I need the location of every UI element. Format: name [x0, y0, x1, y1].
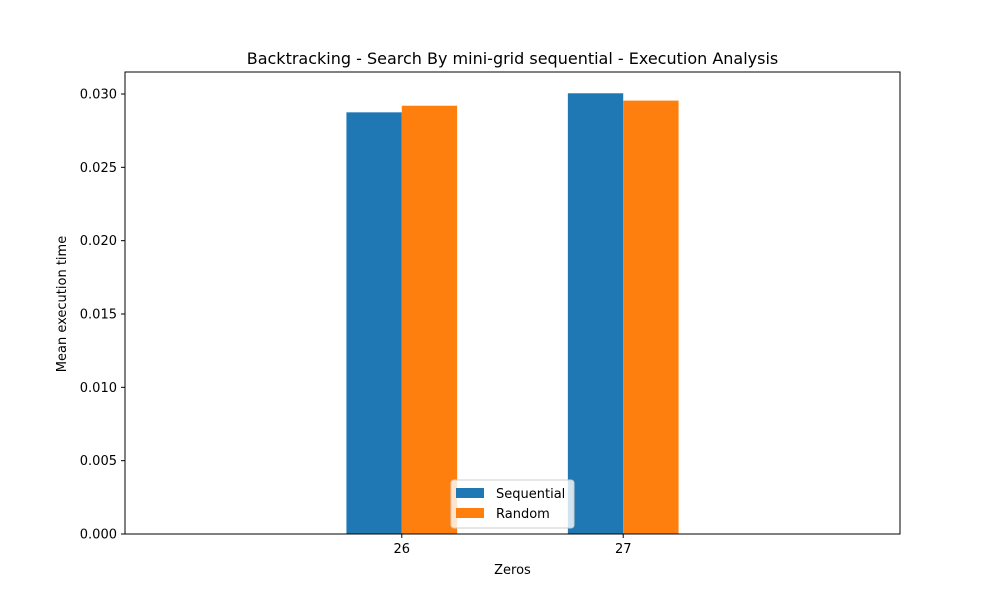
y-tick-label: 0.010	[80, 381, 117, 396]
y-axis-label: Mean execution time	[55, 236, 70, 372]
legend-label-random: Random	[496, 507, 550, 522]
y-tick-label: 0.020	[80, 234, 117, 249]
y-tick-label: 0.030	[80, 88, 117, 103]
x-axis-label: Zeros	[494, 563, 531, 578]
plot-area-frame	[124, 71, 901, 535]
bar-random-27	[623, 100, 679, 534]
y-tick-label: 0.000	[80, 528, 117, 543]
y-tick-label: 0.005	[80, 454, 117, 469]
bars-layer	[346, 93, 679, 535]
bar-sequential-26	[346, 112, 402, 534]
bar-random-26	[401, 105, 458, 534]
chart-title: Backtracking - Search By mini-grid seque…	[247, 49, 779, 68]
legend: Sequential Random	[450, 479, 575, 529]
legend-label-sequential: Sequential	[496, 487, 565, 502]
legend-swatch-random	[456, 508, 484, 518]
x-axis: 26 27	[394, 534, 632, 557]
x-tick-label: 26	[394, 542, 411, 557]
legend-swatch-sequential	[456, 488, 484, 498]
bar-sequential-27	[567, 93, 624, 535]
x-tick-label: 27	[615, 542, 632, 557]
y-axis: 0.000 0.005 0.010 0.015 0.020 0.025 0.030	[80, 88, 125, 543]
y-tick-label: 0.015	[80, 308, 117, 323]
y-tick-label: 0.025	[80, 161, 117, 176]
